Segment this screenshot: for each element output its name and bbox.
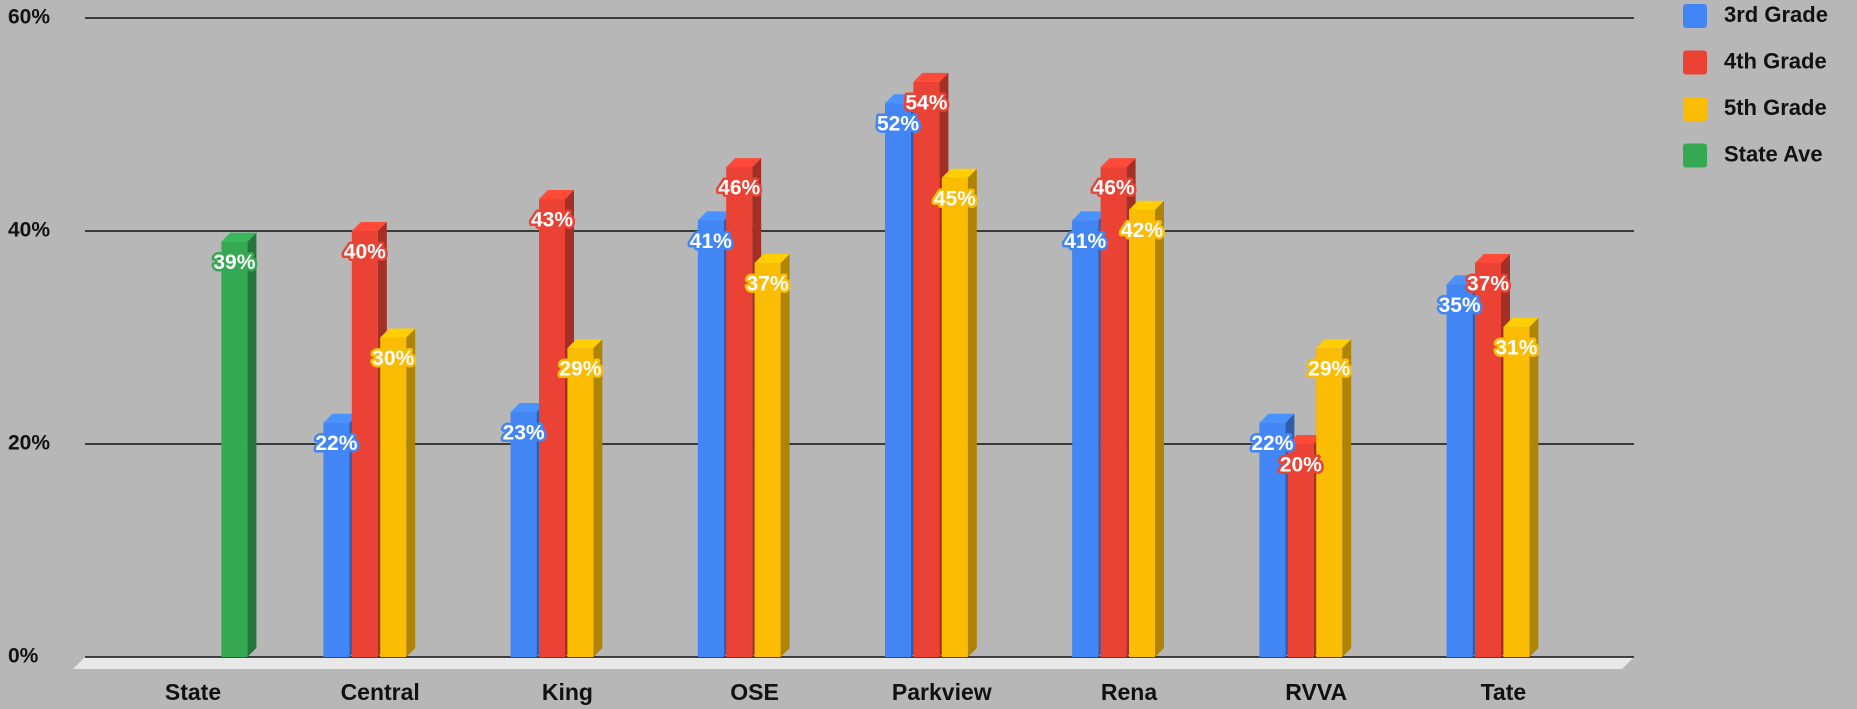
bar-side <box>967 168 977 657</box>
legend-swatch <box>1683 97 1707 121</box>
x-tick-label: King <box>542 679 593 705</box>
bar <box>380 337 407 657</box>
value-label: 46% <box>1093 177 1135 200</box>
bar-top <box>1129 200 1164 210</box>
value-label: 39% <box>213 251 255 274</box>
value-label: 45% <box>934 187 976 210</box>
bar-top <box>754 253 790 263</box>
legend-swatch <box>1683 4 1707 28</box>
y-tick-label: 60% <box>8 6 50 29</box>
bar-top <box>913 72 949 82</box>
bar <box>1316 348 1343 657</box>
bar <box>1287 444 1314 657</box>
value-label: 22% <box>315 432 357 455</box>
bar <box>221 241 248 657</box>
bar <box>351 231 378 657</box>
legend-label: State Ave <box>1724 141 1823 166</box>
bar <box>1446 284 1473 657</box>
value-label: 41% <box>690 230 732 253</box>
value-label: 42% <box>1121 219 1163 242</box>
bar-top <box>1503 317 1539 327</box>
x-tick-label: Rena <box>1101 679 1157 705</box>
bar <box>1503 326 1530 657</box>
bar-top <box>885 94 920 104</box>
bar-top <box>697 211 733 221</box>
bar <box>941 177 968 657</box>
value-label: 31% <box>1495 336 1537 359</box>
bar-top <box>1446 275 1482 285</box>
value-label: 43% <box>531 209 573 232</box>
x-tick-label: Parkview <box>892 679 992 705</box>
legend-swatch <box>1683 50 1707 75</box>
legend-swatch <box>1683 143 1707 168</box>
legend-label: 5th Grade <box>1724 95 1827 120</box>
bar <box>1072 220 1099 657</box>
bar <box>697 220 724 657</box>
bar <box>885 103 911 657</box>
bar-side <box>406 328 416 657</box>
x-tick-label: RVVA <box>1285 679 1347 705</box>
y-tick-label: 20% <box>8 432 50 455</box>
bar <box>1475 262 1501 657</box>
bar-top <box>1287 435 1323 444</box>
bar-side <box>1342 339 1352 657</box>
x-tick-label: Tate <box>1481 679 1527 705</box>
bar-side <box>593 339 603 657</box>
floor <box>73 657 1634 669</box>
legend-label: 3rd Grade <box>1724 2 1828 27</box>
value-label: 22% <box>1251 432 1293 455</box>
bar-top <box>941 168 977 178</box>
value-label: 37% <box>747 272 789 295</box>
value-label: 37% <box>1467 272 1509 295</box>
bar <box>726 167 753 657</box>
bar-top <box>726 158 762 168</box>
value-label: 20% <box>1280 454 1322 477</box>
x-tick-label: State <box>165 679 221 705</box>
bar <box>1129 209 1155 657</box>
value-label: 46% <box>718 177 760 200</box>
value-label: 30% <box>372 347 414 370</box>
value-label: 54% <box>905 91 947 114</box>
bar-side <box>1529 317 1539 657</box>
x-tick-label: Central <box>341 679 420 705</box>
y-tick-label: 0% <box>8 645 39 668</box>
value-label: 29% <box>1308 358 1350 381</box>
value-label: 40% <box>344 241 386 264</box>
value-label: 52% <box>877 113 919 136</box>
bar-top <box>1072 211 1108 221</box>
bar-top <box>1475 253 1510 263</box>
bar <box>567 348 594 657</box>
bar-top <box>1100 158 1136 168</box>
bar <box>754 262 781 657</box>
bar-top <box>380 328 416 338</box>
bar <box>913 81 940 657</box>
bar-side <box>247 232 257 657</box>
y-tick-label: 40% <box>8 219 50 242</box>
bar-top <box>1316 339 1352 349</box>
value-label: 23% <box>503 422 545 445</box>
bar-top <box>351 222 387 231</box>
value-label: 29% <box>559 358 601 381</box>
bar-top <box>510 403 546 413</box>
bar <box>539 199 565 658</box>
bar-side <box>780 253 790 657</box>
x-tick-label: OSE <box>730 679 779 705</box>
legend-label: 4th Grade <box>1724 48 1827 73</box>
bar-top <box>567 339 603 349</box>
bar-side <box>1155 200 1164 657</box>
bar-top <box>1259 413 1295 423</box>
value-label: 35% <box>1439 294 1481 317</box>
bar-top <box>221 232 257 242</box>
bar <box>510 412 537 657</box>
value-label: 41% <box>1064 230 1106 253</box>
bar-top <box>323 413 359 423</box>
bar <box>1259 422 1286 657</box>
bar <box>1100 167 1127 657</box>
bar <box>323 422 350 657</box>
bar-top <box>539 190 574 200</box>
